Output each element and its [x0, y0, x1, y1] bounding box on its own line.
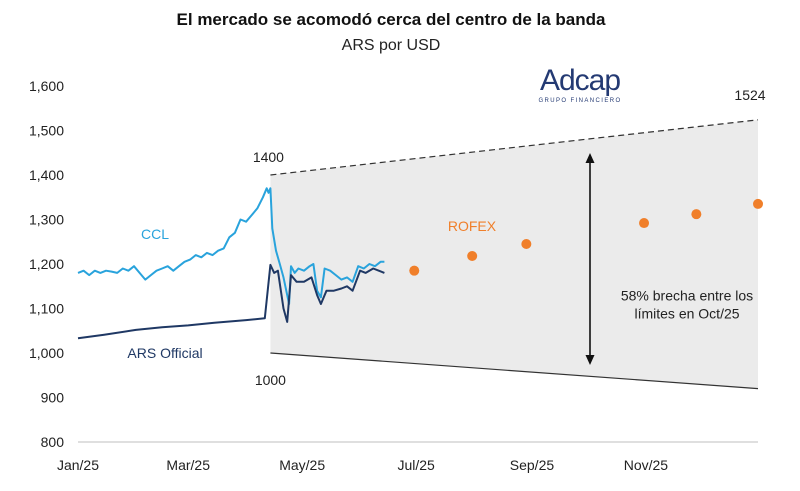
band-fill — [270, 119, 758, 389]
series-label-rofex: ROFEX — [448, 218, 497, 234]
x-tick-label: Jan/25 — [57, 457, 99, 473]
rofex-point — [691, 209, 702, 220]
gap-annotation-line2: límites en Oct/25 — [634, 305, 739, 321]
gap-arrow-head-top — [585, 153, 595, 163]
rofex-point — [521, 238, 532, 249]
series-label-ars-official: ARS Official — [127, 345, 202, 361]
rofex-point — [409, 265, 420, 276]
band-layer — [270, 119, 759, 390]
x-tick-label: Nov/25 — [624, 457, 669, 473]
rofex-point — [753, 198, 763, 209]
y-tick-label: 1,400 — [29, 167, 64, 183]
axis-layer: 800 900 1,000 1,100 1,200 1,300 1,400 1,500 1,60… — [29, 78, 758, 473]
band-upper-line — [270, 119, 759, 176]
y-tick-label: 1,000 — [29, 345, 64, 361]
x-tick-label: Mar/25 — [166, 457, 210, 473]
y-tick-label: 1,500 — [29, 123, 64, 139]
label-band-upper-start: 1400 — [253, 149, 284, 165]
logo-subtext: GRUPO FINANCIERO — [538, 98, 621, 104]
chart-title: El mercado se acomodó cerca del centro d… — [177, 10, 606, 29]
adcap-logo: Adcap GRUPO FINANCIERO — [538, 64, 621, 104]
ars-official-line — [77, 263, 385, 340]
y-tick-label: 1,300 — [29, 212, 64, 228]
x-tick-label: May/25 — [279, 457, 325, 473]
ccl-line — [77, 187, 385, 305]
x-tick-label: Jul/25 — [397, 457, 435, 473]
series-layer — [77, 187, 763, 340]
series-label-ccl: CCL — [141, 226, 169, 242]
x-tick-label: Sep/25 — [510, 457, 555, 473]
rofex-point — [467, 250, 478, 261]
chart-subtitle: ARS por USD — [342, 37, 441, 54]
y-tick-label: 800 — [41, 434, 65, 450]
rofex-point — [639, 218, 650, 229]
annotation-layer: 1400 1000 1524 58% brecha entre los límites … — [253, 87, 766, 388]
gap-arrow-head-bottom — [585, 355, 595, 365]
band-lower-line — [270, 352, 759, 390]
y-tick-label: 1,100 — [29, 301, 64, 317]
label-band-lower-start: 1000 — [255, 372, 286, 388]
gap-annotation-line1: 58% brecha entre los — [621, 287, 753, 303]
label-band-upper-end: 1524 — [734, 87, 765, 103]
y-tick-label: 900 — [41, 390, 65, 406]
logo-text: Adcap — [540, 64, 620, 97]
y-tick-label: 1,600 — [29, 78, 64, 94]
y-tick-label: 1,200 — [29, 256, 64, 272]
